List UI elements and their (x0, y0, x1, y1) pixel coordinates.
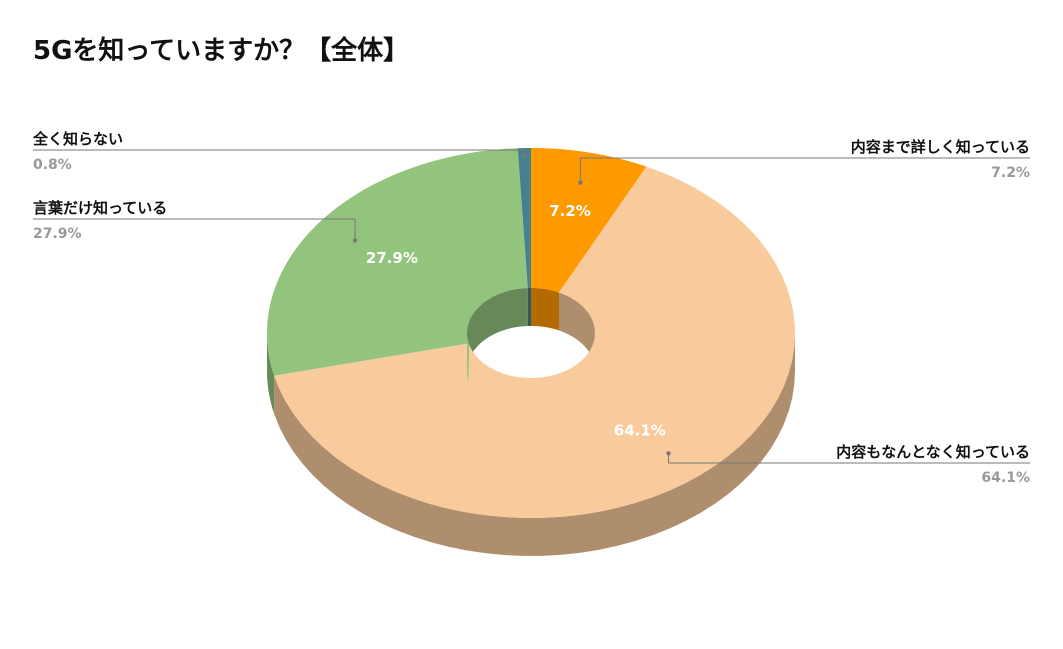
callout-dot-3 (522, 153, 527, 158)
callout-dot-0 (578, 180, 583, 185)
slice-labels: 7.2% 64.1% 27.9% 内容まで詳しく知っている 7.2% 内容もなんとなく知っ… (32, 130, 1030, 486)
slice-inner-wall-2-1 (467, 288, 528, 371)
callout-label-1: 内容もなんとなく知っている (836, 443, 1030, 461)
slice-front-rim-1 (468, 333, 595, 416)
slice-2 (267, 148, 528, 376)
slice-3 (517, 148, 531, 289)
donut-side-walls (267, 333, 795, 556)
callout-label-2: 言葉だけ知っている (33, 199, 167, 217)
callout-dot-1 (666, 451, 671, 456)
slice-inner-wall-1-0 (558, 292, 595, 371)
callout-label-3: 全く知らない (32, 130, 123, 148)
chart-title: 5Gを知っていますか？【全体】 (33, 36, 410, 66)
slice-value-label-2: 27.9% (366, 249, 418, 267)
callout-value-0: 7.2% (991, 165, 1030, 181)
slice-0 (531, 148, 647, 293)
callout-value-2: 27.9% (33, 226, 82, 242)
slice-front-rim-2 (467, 333, 469, 382)
callout-dot-2 (352, 238, 358, 243)
slice-1 (274, 166, 795, 518)
slice-inner-wall-0-0 (531, 288, 559, 331)
slice-inner-wall-3-1 (527, 288, 531, 327)
callout-value-1: 64.1% (981, 470, 1030, 486)
slice-value-label-1: 64.1% (614, 422, 666, 440)
slice-side-1 (274, 333, 795, 556)
slice-side-2 (267, 333, 275, 414)
callout-label-0: 内容まで詳しく知っている (851, 138, 1030, 156)
slice-value-label-0: 7.2% (549, 202, 591, 220)
callout-value-3: 0.8% (33, 157, 72, 173)
donut-top (267, 148, 795, 518)
